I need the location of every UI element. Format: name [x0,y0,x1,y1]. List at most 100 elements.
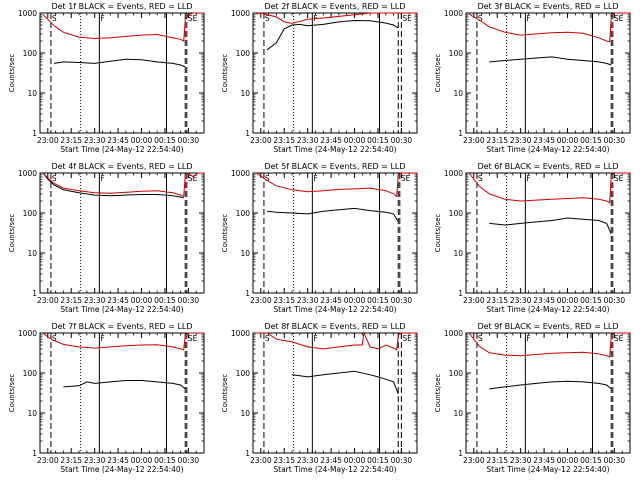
x-tick-label: 23:15 [60,136,82,145]
x-tick-label: 00:30 [178,296,200,305]
series-lld-line [255,172,417,198]
flag-label-f: F [100,14,104,23]
x-tick-label: 00:30 [178,456,200,465]
x-tick-label: 00:15 [154,136,176,145]
y-axis-label: Counts/sec [221,54,229,93]
y-tick-label: 10 [27,409,37,418]
x-tick-label: 23:45 [533,136,555,145]
x-tick-label: 23:15 [273,136,295,145]
x-tick-label: 23:45 [320,296,342,305]
x-tick-label: 00:15 [367,456,389,465]
y-tick-label: 1 [32,129,37,138]
series-events-line [266,19,399,51]
y-tick-label: 10 [240,89,250,98]
series-lld-line [42,12,204,42]
x-tick-label: 00:00 [131,456,153,465]
x-axis-label: Start Time (24-May-12 22:54:40) [60,305,183,314]
y-axis-label: Counts/sec [8,214,16,253]
flag-label-s: S [265,174,270,183]
plot-title: Det 4f BLACK = Events, RED = LLD [51,162,192,171]
x-tick-label: 23:00 [37,456,59,465]
plot-frame [252,12,418,134]
x-tick-label: 23:30 [297,296,319,305]
y-tick-label: 1000 [444,169,463,178]
plot-title: Det 6f BLACK = Events, RED = LLD [477,162,618,171]
x-tick-label: 23:00 [250,456,272,465]
flag-label-se: SE [614,174,624,183]
y-tick-label: 10 [453,249,463,258]
x-tick-label: 23:45 [107,296,129,305]
y-tick-label: 10 [27,89,37,98]
flag-label-se: SE [188,174,198,183]
y-tick-label: 1000 [444,9,463,18]
plot-panel-1: Det 1f BLACK = Events, RED = LLD 1 10 100 10… [8,2,205,154]
x-tick-label: 23:45 [320,136,342,145]
y-axis-label: Counts/sec [221,374,229,413]
plot-title: Det 2f BLACK = Events, RED = LLD [264,2,405,11]
y-tick-label: 1 [245,129,250,138]
x-tick-label: 00:30 [178,136,200,145]
flag-label-s: S [478,174,483,183]
x-tick-label: 23:00 [463,296,485,305]
x-tick-label: 23:30 [510,296,532,305]
x-tick-label: 23:30 [84,296,106,305]
plot-panel-6: Det 6f BLACK = Events, RED = LLD 1 10 100 10… [434,162,631,314]
x-tick-label: 00:15 [154,296,176,305]
plot-panel-4: Det 4f BLACK = Events, RED = LLD 1 10 100 10… [8,162,205,314]
y-tick-label: 1 [458,449,463,458]
flag-label-f: F [526,14,530,23]
plot-frame [39,12,205,134]
flag-label-s: S [478,14,483,23]
x-tick-label: 00:00 [344,136,366,145]
plot-title: Det 9f BLACK = Events, RED = LLD [477,322,618,331]
x-tick-label: 00:00 [557,296,579,305]
series-lld-line [256,331,417,351]
y-tick-label: 1000 [231,9,250,18]
flag-label-s: S [52,14,57,23]
y-tick-label: 10 [27,249,37,258]
y-axis-label: Counts/sec [8,374,16,413]
y-tick-label: 100 [23,209,38,218]
y-tick-label: 1 [32,449,37,458]
plot-title: Det 8f BLACK = Events, RED = LLD [264,322,405,331]
series-events-line [63,380,186,390]
x-tick-label: 00:30 [604,456,626,465]
series-events-line [54,58,186,68]
flag-label-s: S [478,334,483,343]
plot-panel-5: Det 5f BLACK = Events, RED = LLD 1 10 100 10… [221,162,418,314]
series-events-line [489,56,612,66]
y-tick-label: 10 [240,409,250,418]
series-events-line [489,380,612,390]
y-tick-label: 100 [449,369,464,378]
y-tick-label: 1 [32,289,37,298]
flag-label-se: SE [614,14,624,23]
x-axis-label: Start Time (24-May-12 22:54:40) [486,305,609,314]
flag-label-se: SE [188,14,198,23]
plot-panel-9: Det 9f BLACK = Events, RED = LLD 1 10 100 10… [434,322,631,474]
y-tick-label: 100 [23,369,38,378]
plot-panel-2: Det 2f BLACK = Events, RED = LLD 1 10 100 10… [221,2,418,154]
flag-label-f: F [313,174,317,183]
y-axis-label: Counts/sec [221,214,229,253]
x-tick-label: 23:30 [297,136,319,145]
x-tick-label: 00:00 [557,456,579,465]
y-axis-label: Counts/sec [8,54,16,93]
x-tick-label: 23:15 [273,456,295,465]
y-tick-label: 1000 [18,169,37,178]
flag-label-f: F [526,334,530,343]
y-tick-label: 1000 [231,169,250,178]
x-tick-label: 23:45 [107,136,129,145]
x-tick-label: 23:00 [250,296,272,305]
x-axis-label: Start Time (24-May-12 22:54:40) [486,465,609,474]
x-tick-label: 00:15 [580,456,602,465]
plot-frame [252,172,418,294]
y-tick-label: 100 [236,49,251,58]
y-tick-label: 1 [245,289,250,298]
x-tick-label: 23:00 [37,296,59,305]
x-tick-label: 23:30 [84,456,106,465]
series-lld-line [42,172,204,198]
flag-label-s: S [265,14,270,23]
y-axis-label: Counts/sec [434,374,442,413]
plot-frame [465,332,631,454]
plot-title: Det 7f BLACK = Events, RED = LLD [51,322,192,331]
